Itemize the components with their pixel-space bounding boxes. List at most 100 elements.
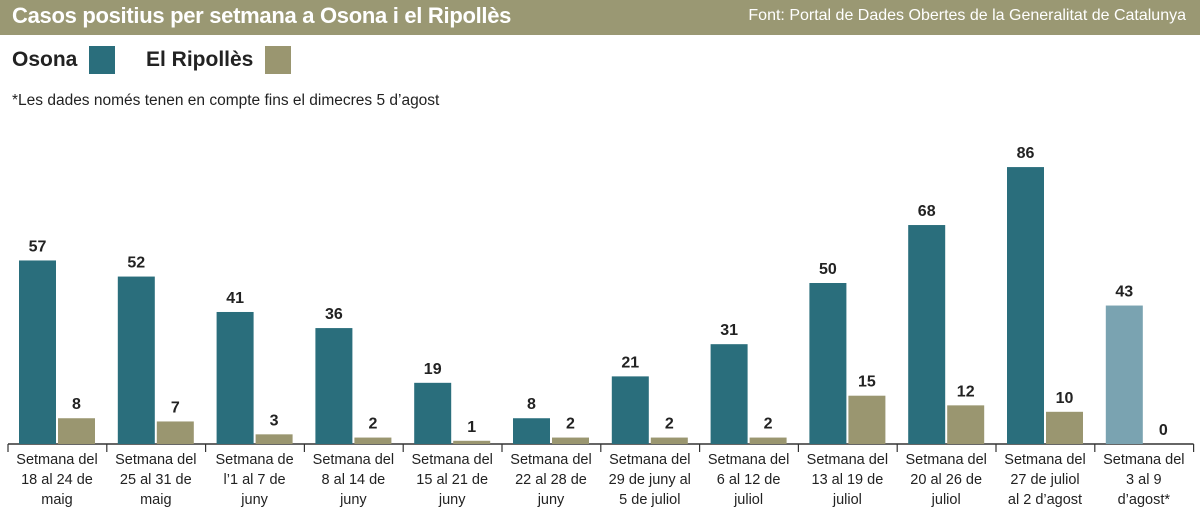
- category-label-line: Setmana del: [806, 452, 889, 468]
- bar-ripolles: [354, 437, 392, 444]
- category-label-line: 18 al 24 de: [21, 472, 93, 488]
- value-label-osona: 86: [1017, 145, 1035, 162]
- legend-swatch-ripolles: [265, 46, 292, 74]
- bar-ripolles: [552, 437, 589, 444]
- category-label: Setmana del 27 de juliol al 2 d’agost: [997, 450, 1093, 510]
- category-label-line: 3 al 9: [1126, 472, 1162, 488]
- category-label-line: 20 al 26 de: [910, 472, 983, 488]
- category-label-line: 22 al 28 de: [515, 472, 587, 488]
- data-note: *Les dades només tenen en compte fins el…: [12, 92, 440, 109]
- legend-item-ripolles: El Ripollès: [146, 45, 292, 75]
- value-label-ripolles: 2: [665, 416, 674, 433]
- legend-label-osona: Osona: [12, 48, 78, 71]
- category-label-line: juny: [340, 492, 367, 508]
- category-label-line: juliol: [734, 492, 764, 508]
- bar-osona: [414, 382, 452, 444]
- bar-osona: [216, 311, 254, 444]
- category-label-line: Setmana de: [215, 452, 294, 468]
- chart-title: Casos positius per setmana a Osona i el …: [12, 3, 512, 28]
- category-label-line: Setmana del: [510, 452, 592, 468]
- category-label-line: 25 al 31 de: [119, 472, 192, 488]
- category-label-line: l’1 al 7 de: [223, 472, 286, 488]
- bar-osona: [809, 283, 847, 444]
- value-label-osona: 36: [325, 306, 343, 323]
- bar-osona: [315, 328, 353, 444]
- legend-item-osona: Osona: [12, 45, 116, 75]
- value-label-ripolles: 3: [270, 412, 279, 429]
- category-label-line: juliol: [832, 492, 862, 508]
- category-label-line: maig: [41, 492, 73, 508]
- category-label: Setmana del 22 al 28 de juny: [503, 450, 599, 510]
- data-source: Font: Portal de Dades Obertes de la Gene…: [748, 7, 1186, 24]
- bar-ripolles: [947, 405, 985, 444]
- category-label: Setmana del 18 al 24 de maig: [9, 450, 105, 510]
- value-label-osona: 31: [720, 322, 738, 339]
- bar-ripolles: [1046, 411, 1083, 444]
- bar-osona: [1007, 167, 1044, 444]
- bar-ripolles: [650, 437, 688, 444]
- bar-osona: [611, 376, 649, 444]
- category-label-line: juny: [438, 492, 466, 508]
- bar-osona: [908, 225, 946, 444]
- category-label-line: 8 al 14 de: [321, 472, 386, 488]
- value-label-osona: 8: [527, 396, 536, 413]
- bar-osona: [513, 418, 550, 444]
- category-label-line: 29 de juny al: [608, 472, 691, 488]
- category-label-line: 5 de juliol: [619, 492, 681, 508]
- category-label-line: 6 al 12 de: [716, 472, 781, 488]
- category-label: Setmana del 20 al 26 de juliol: [898, 450, 994, 510]
- category-label-line: juny: [537, 492, 565, 508]
- category-label-line: 13 al 19 de: [811, 472, 884, 488]
- category-label: Setmana del 15 al 21 de juny: [404, 450, 500, 510]
- value-label-ripolles: 1: [467, 419, 476, 436]
- bar-osona: [19, 260, 56, 444]
- category-label: Setmana de l’1 al 7 de juny: [207, 450, 303, 510]
- value-label-ripolles: 8: [72, 396, 81, 413]
- category-label: Setmana del 29 de juny al 5 de juliol: [602, 450, 698, 510]
- category-label-line: Setmana del: [707, 452, 790, 468]
- category-label-line: Setmana del: [609, 452, 691, 468]
- value-label-ripolles: 2: [764, 416, 773, 433]
- bar-ripolles: [58, 418, 95, 444]
- category-label-line: 15 al 21 de: [416, 472, 489, 488]
- category-label-line: juliol: [931, 492, 961, 508]
- bar-ripolles: [453, 440, 491, 444]
- value-label-ripolles: 2: [566, 416, 575, 433]
- value-label-osona: 21: [621, 354, 639, 371]
- value-label-osona: 50: [819, 261, 837, 278]
- value-label-osona: 57: [29, 238, 47, 255]
- value-label-osona: 41: [226, 290, 244, 307]
- category-label-line: Setmana del: [115, 452, 197, 468]
- category-label: Setmana del 25 al 31 de maig: [108, 450, 204, 510]
- category-label-line: al 2 d’agost: [1007, 492, 1083, 508]
- bar-ripolles: [156, 421, 194, 444]
- category-label-line: Setmana del: [905, 452, 987, 468]
- category-label-line: Setmana del: [411, 452, 493, 468]
- legend-label-ripolles: El Ripollès: [146, 48, 254, 71]
- category-label-line: 27 de juliol: [1010, 472, 1080, 488]
- bar-ripolles: [848, 395, 886, 444]
- value-label-ripolles: 0: [1159, 422, 1168, 439]
- value-label-osona: 68: [918, 203, 936, 220]
- category-label-line: Setmana del: [312, 452, 395, 468]
- bar-osona: [1105, 305, 1143, 444]
- value-label-osona: 19: [424, 361, 442, 378]
- value-label-ripolles: 12: [957, 383, 975, 400]
- value-label-osona: 52: [127, 255, 145, 272]
- value-label-ripolles: 10: [1056, 390, 1074, 407]
- category-label: Setmana del 13 al 19 de juliol: [799, 450, 895, 510]
- category-label: Setmana del 6 al 12 de juliol: [701, 450, 797, 510]
- category-label-line: Setmana del: [1103, 452, 1185, 468]
- value-label-ripolles: 15: [858, 374, 876, 391]
- legend-swatch-osona: [89, 46, 116, 74]
- value-label-ripolles: 2: [368, 416, 377, 433]
- category-label-line: maig: [140, 492, 172, 508]
- category-label-line: Setmana del: [16, 452, 98, 468]
- bar-osona: [117, 276, 155, 444]
- category-label-line: juny: [241, 492, 268, 508]
- category-label-line: d’agost*: [1117, 492, 1170, 508]
- category-label-line: Setmana del: [1004, 452, 1086, 468]
- value-label-ripolles: 7: [171, 399, 180, 416]
- category-label: Setmana del 8 al 14 de juny: [305, 450, 401, 510]
